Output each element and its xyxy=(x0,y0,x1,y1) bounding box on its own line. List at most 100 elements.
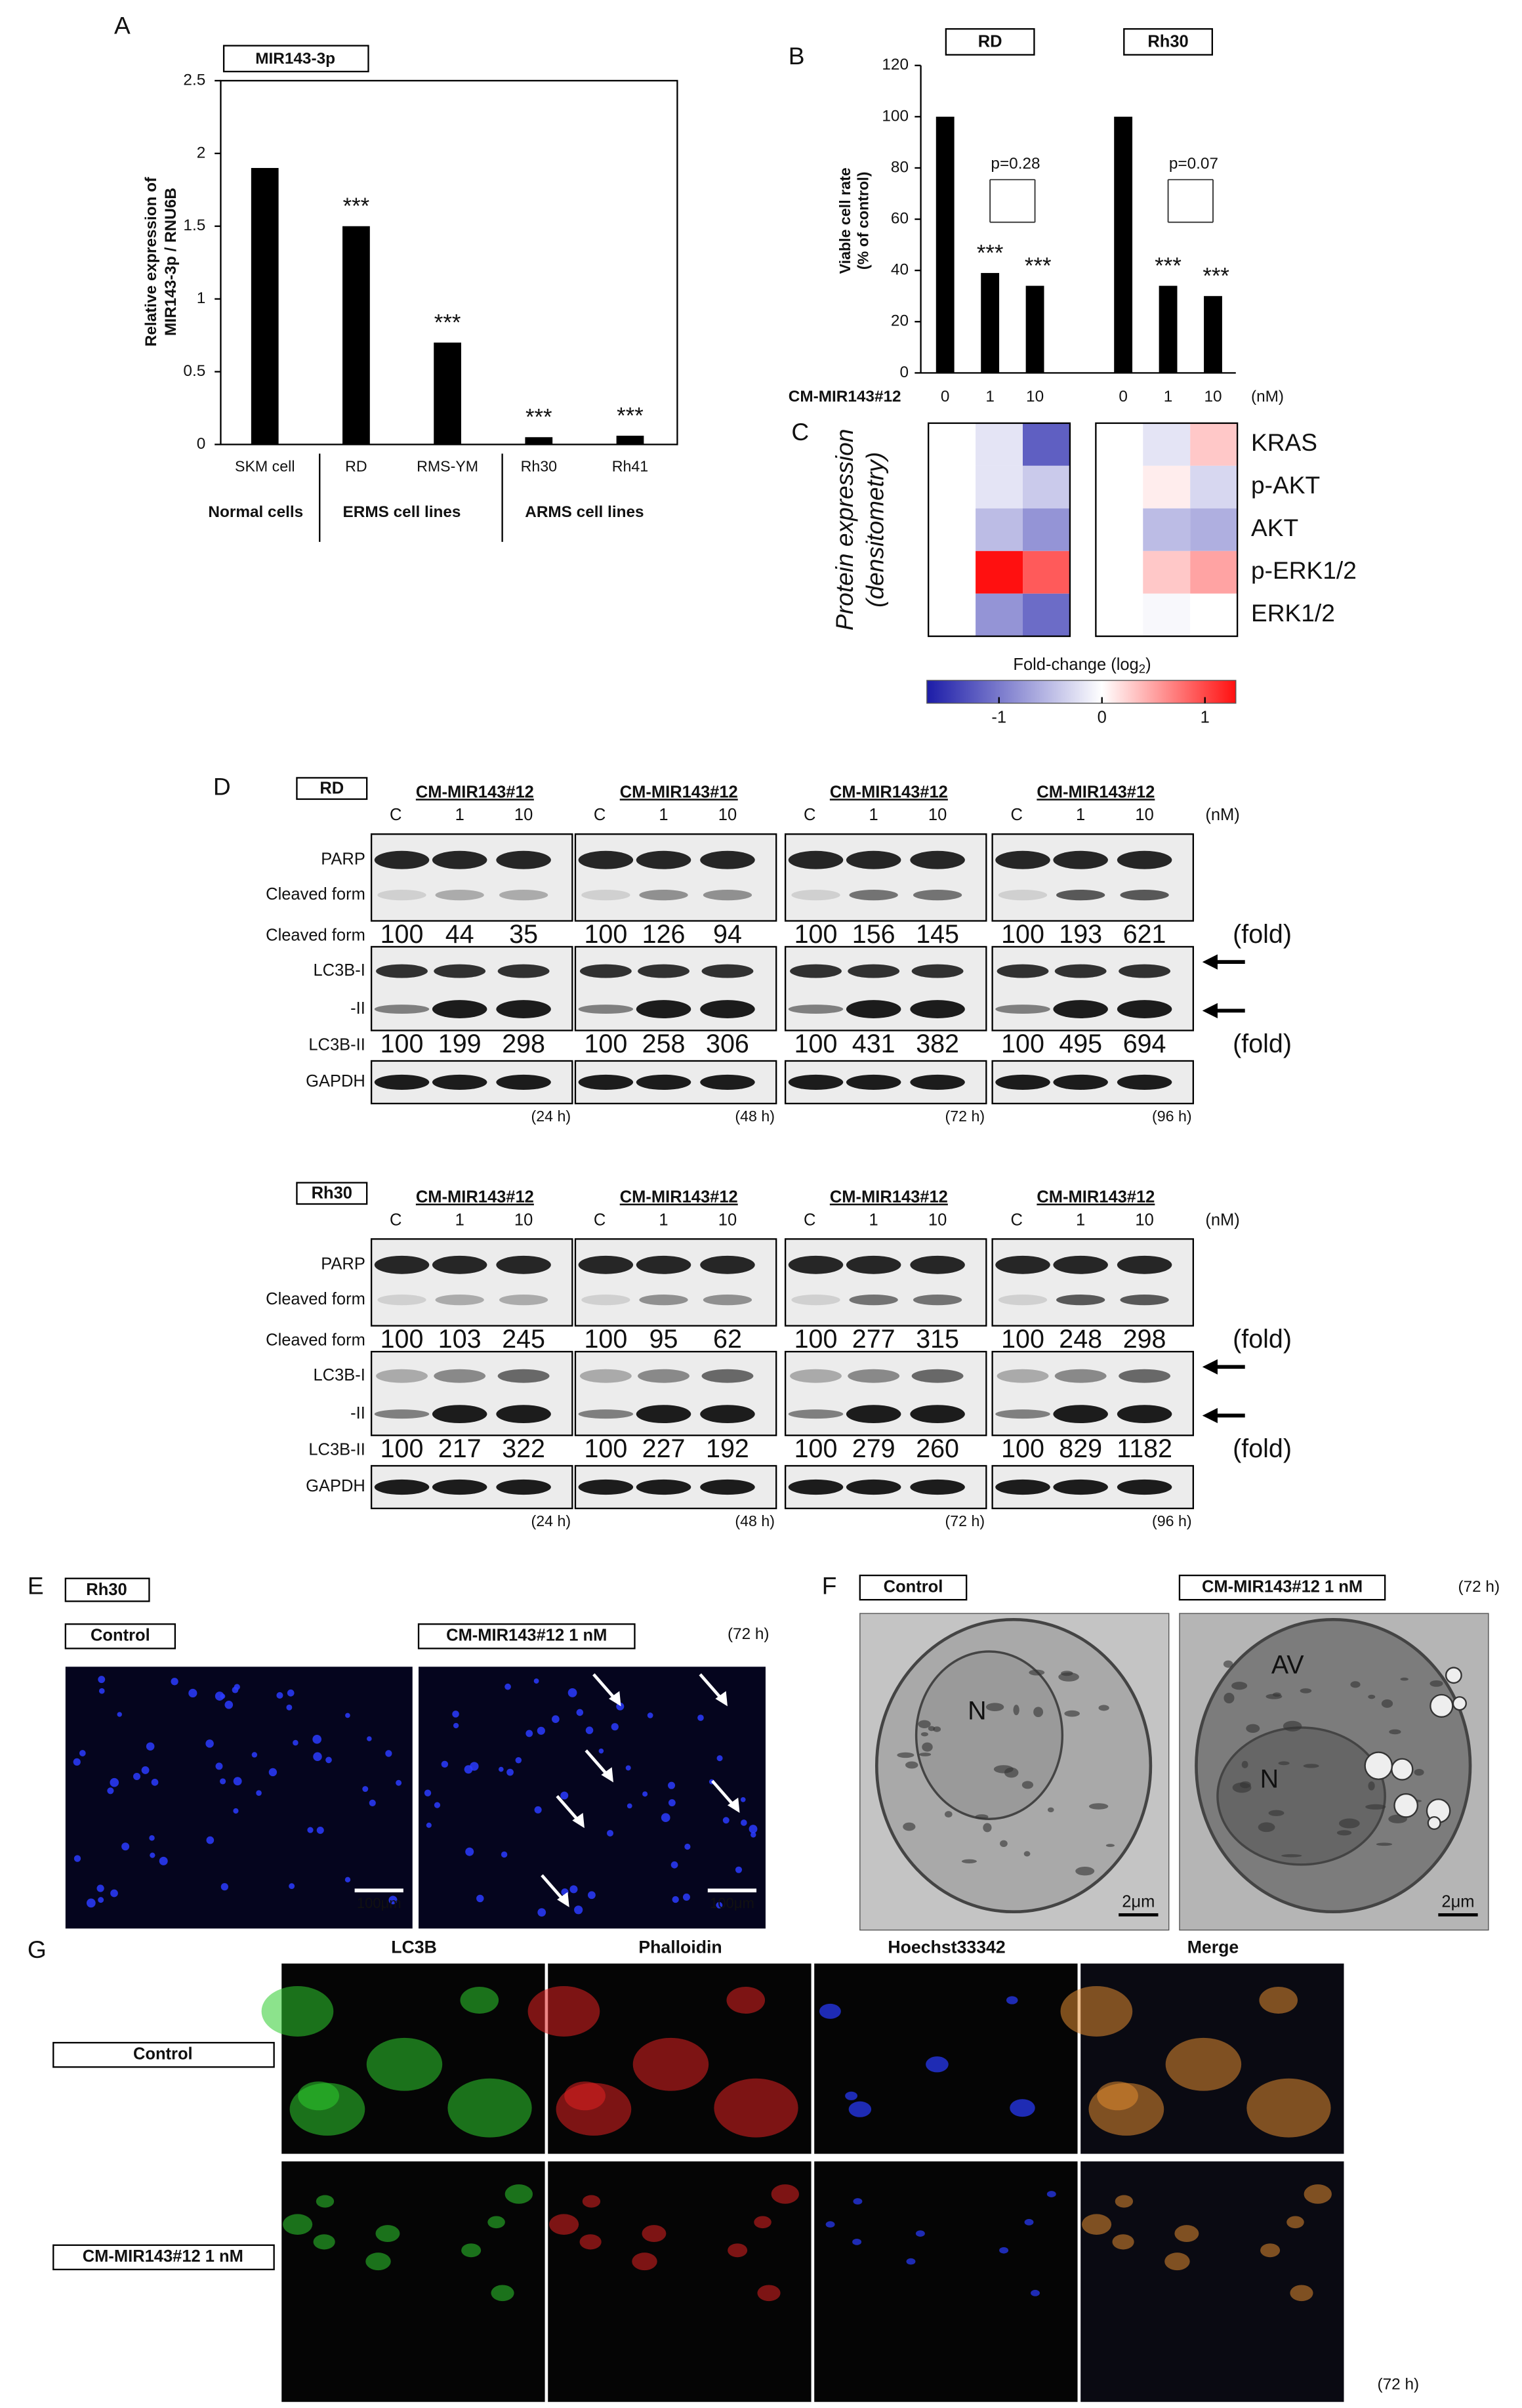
nucleus-dot xyxy=(73,1758,81,1766)
nucleus-dot xyxy=(682,1893,690,1901)
band xyxy=(636,1255,691,1274)
band xyxy=(910,1479,965,1495)
cell xyxy=(1031,2289,1040,2296)
organelle xyxy=(1021,1781,1034,1789)
condition-label: CM-MIR143#12 1 nM xyxy=(83,2247,243,2266)
row-label: AKT xyxy=(1251,514,1298,541)
bar xyxy=(1025,285,1044,373)
fold-value: 100 xyxy=(794,1029,838,1058)
label-box xyxy=(1178,1574,1386,1601)
dose-label: 1 xyxy=(659,806,668,824)
nucleus-dot xyxy=(598,1748,604,1754)
nucleus-dot xyxy=(251,1752,258,1758)
fold-value: 315 xyxy=(916,1325,959,1354)
blot xyxy=(574,945,777,1031)
time-label: (72 h) xyxy=(945,1512,985,1529)
row-label: KRAS xyxy=(1251,428,1317,456)
row-label: GAPDH xyxy=(306,1477,365,1495)
band xyxy=(578,1005,634,1014)
dose-label: C xyxy=(390,806,401,824)
x-tick-label: RMS-YM xyxy=(417,457,478,474)
cell xyxy=(1260,2243,1281,2258)
nucleus-dot xyxy=(220,1882,228,1891)
band xyxy=(911,964,964,978)
dose-label: C xyxy=(594,806,606,824)
fold-value: 298 xyxy=(502,1029,545,1058)
nucleus-dot xyxy=(233,1777,242,1786)
y-tick-label: 0.5 xyxy=(183,362,205,380)
bar xyxy=(1204,296,1222,373)
bar xyxy=(936,116,955,373)
band xyxy=(497,964,550,978)
nucleus-dot xyxy=(441,1760,449,1768)
nucleus-dot xyxy=(224,1700,234,1709)
nucleus-dot xyxy=(206,1836,215,1844)
band xyxy=(998,1295,1048,1306)
band xyxy=(995,1409,1050,1419)
cell xyxy=(926,2056,949,2073)
heatmap-cell xyxy=(976,550,1023,594)
band xyxy=(995,1479,1050,1495)
fold-value: 35 xyxy=(509,920,538,949)
vacuole xyxy=(1429,1693,1454,1718)
channel-label: Hoechst33342 xyxy=(888,1937,1005,1957)
band xyxy=(910,1405,965,1424)
band xyxy=(1056,1295,1105,1306)
heatmap-cell xyxy=(928,508,976,551)
nucleus-dot xyxy=(426,1822,432,1828)
fold-value: 260 xyxy=(916,1434,959,1463)
panel-letter: G xyxy=(28,1936,47,1963)
bar xyxy=(1159,285,1178,373)
nucleus-dot xyxy=(697,1714,704,1721)
cell xyxy=(848,2101,872,2117)
band xyxy=(638,1369,689,1383)
condition-label: CM-MIR143#12 1 nM xyxy=(1202,1577,1363,1596)
cell xyxy=(460,1986,499,2014)
nucleus-dot xyxy=(560,1791,569,1800)
heatmap-cell xyxy=(1190,508,1238,551)
treatment-label: CM-MIR143#12 xyxy=(830,1188,948,1206)
fold-unit: (fold) xyxy=(1233,1029,1292,1058)
nucleus-dot xyxy=(96,1884,104,1892)
band xyxy=(636,1000,691,1018)
p-value: p=0.07 xyxy=(1169,155,1218,173)
nucleus-dot xyxy=(385,1750,392,1757)
band xyxy=(788,1409,844,1419)
band xyxy=(435,1295,484,1306)
band xyxy=(578,850,634,869)
x-tick-label: Rh41 xyxy=(612,457,648,474)
significance: *** xyxy=(525,405,552,430)
heatmap-cell xyxy=(1190,550,1238,594)
treatment-label: CM-MIR143#12 xyxy=(1037,1188,1155,1206)
nucleus-dot xyxy=(146,1742,155,1751)
cell xyxy=(1046,2191,1056,2197)
nucleus-dot xyxy=(171,1678,178,1686)
unit-label: (nM) xyxy=(1205,806,1239,824)
band xyxy=(374,1479,430,1495)
nucleus-dot xyxy=(552,1715,560,1723)
cell xyxy=(915,2230,925,2237)
organelle xyxy=(905,1761,918,1769)
band xyxy=(703,1295,752,1306)
y-axis-label-line: (% of control) xyxy=(855,172,872,270)
fold-value: 298 xyxy=(1123,1325,1166,1354)
label-box xyxy=(296,1182,368,1205)
colorbar xyxy=(926,680,1237,704)
label-box xyxy=(64,1623,176,1650)
arrow-head xyxy=(1202,1003,1218,1018)
band xyxy=(1053,1479,1108,1495)
colorbar-tick-label: -1 xyxy=(991,709,1006,727)
cell xyxy=(549,2214,579,2235)
cell xyxy=(366,2037,443,2091)
heatmap-cell xyxy=(976,508,1023,551)
colorbar-label: Fold-change (log2) xyxy=(1013,655,1151,676)
heatmap-frame xyxy=(928,422,1071,637)
cell xyxy=(642,2225,667,2243)
fold-value: 621 xyxy=(1123,920,1166,949)
band xyxy=(432,1074,487,1090)
nucleus-dot xyxy=(149,1835,155,1841)
dose-label: 1 xyxy=(455,1211,464,1229)
fold-value: 156 xyxy=(852,920,895,949)
organelle xyxy=(903,1822,916,1831)
dose-label: C xyxy=(390,1211,401,1229)
